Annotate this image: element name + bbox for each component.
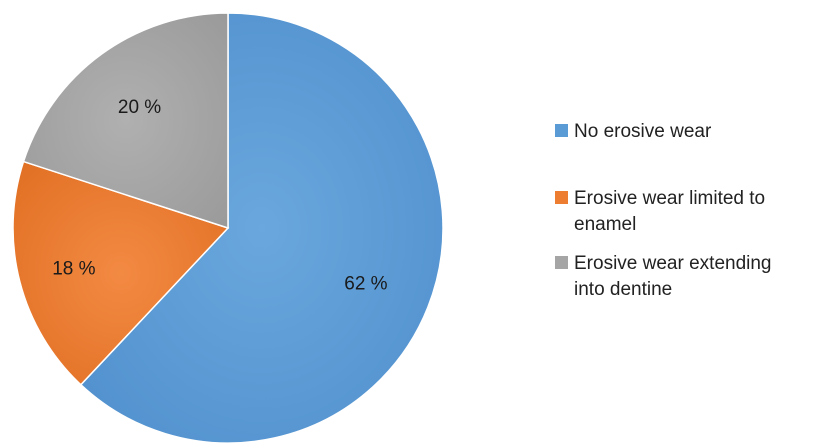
legend-label-erosive-wear-limited-to-enamel-line-2: enamel — [574, 214, 636, 235]
pie-slice-erosive-wear-limited-to-enamel — [12, 160, 230, 386]
legend-label-no-erosive-wear-line-1: No erosive wear — [574, 121, 712, 142]
legend-label-erosive-wear-limited-to-enamel-line-1: Erosive wear limited to — [574, 188, 765, 209]
legend: No erosive wear Erosive wear limited to en… — [555, 121, 772, 300]
legend-item-erosive-wear-limited-to-enamel: Erosive wear limited to enamel — [555, 188, 765, 235]
legend-item-no-erosive-wear: No erosive wear — [555, 121, 712, 142]
legend-swatch-no-erosive-wear — [555, 124, 568, 137]
legend-label-erosive-wear-extending-into-dentine-line-2: into dentine — [574, 279, 672, 300]
pie-slice-no-erosive-wear — [79, 12, 444, 444]
data-label-no-erosive-wear: 62 % — [344, 274, 387, 295]
pie-data-labels: 62 % 18 % 20 % — [52, 97, 387, 294]
pie-slices — [12, 12, 444, 444]
data-label-erosive-wear-extending-into-dentine: 20 % — [118, 97, 161, 118]
legend-swatch-erosive-wear-extending-into-dentine — [555, 256, 568, 269]
legend-item-erosive-wear-extending-into-dentine: Erosive wear extending into dentine — [555, 253, 772, 300]
legend-swatch-erosive-wear-limited-to-enamel — [555, 191, 568, 204]
pie-slice-erosive-wear-extending-into-dentine — [22, 12, 229, 230]
legend-label-erosive-wear-extending-into-dentine-line-1: Erosive wear extending — [574, 253, 772, 274]
data-label-erosive-wear-limited-to-enamel: 18 % — [52, 259, 95, 280]
